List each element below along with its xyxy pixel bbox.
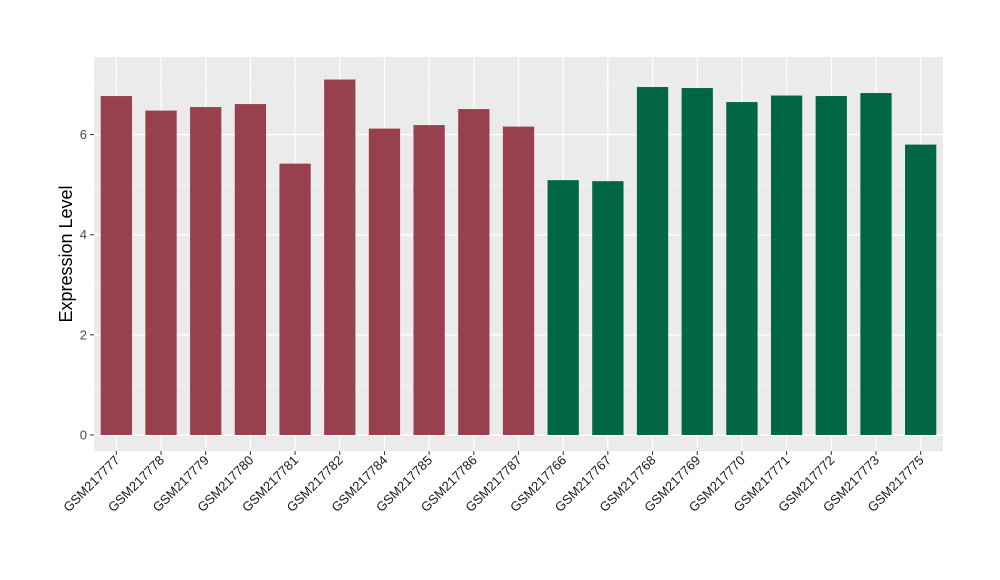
- bar-gsm217784: [368, 128, 401, 435]
- x-axis: GSM217777GSM217778GSM217779GSM217780GSM2…: [60, 451, 927, 515]
- y-axis-title: Expression Level: [56, 185, 76, 322]
- y-tick-label: 0: [80, 427, 87, 442]
- bar-gsm217785: [413, 125, 445, 435]
- bar-gsm217787: [502, 126, 535, 435]
- y-axis: 0 2 4 6: [80, 127, 94, 442]
- bar-gsm217766: [547, 180, 579, 435]
- bar-gsm217777: [100, 96, 132, 435]
- bar-gsm217769: [681, 88, 713, 435]
- bar-gsm217782: [324, 79, 356, 435]
- bar-gsm217775: [905, 144, 937, 435]
- bar-gsm217780: [234, 104, 267, 435]
- bar-gsm217767: [592, 181, 624, 435]
- bar-gsm217771: [770, 95, 803, 435]
- bar-gsm217770: [726, 102, 758, 435]
- bar-gsm217773: [860, 93, 892, 435]
- y-tick-label: 2: [80, 327, 87, 342]
- bar-gsm217786: [458, 109, 490, 435]
- bar-gsm217772: [815, 96, 847, 435]
- bars: [100, 79, 937, 435]
- y-tick-label: 4: [80, 227, 87, 242]
- y-tick-label: 6: [80, 127, 87, 142]
- bar-gsm217779: [190, 107, 222, 435]
- bar-gsm217778: [145, 110, 177, 435]
- bar-gsm217768: [636, 87, 669, 435]
- bar-gsm217781: [279, 163, 311, 435]
